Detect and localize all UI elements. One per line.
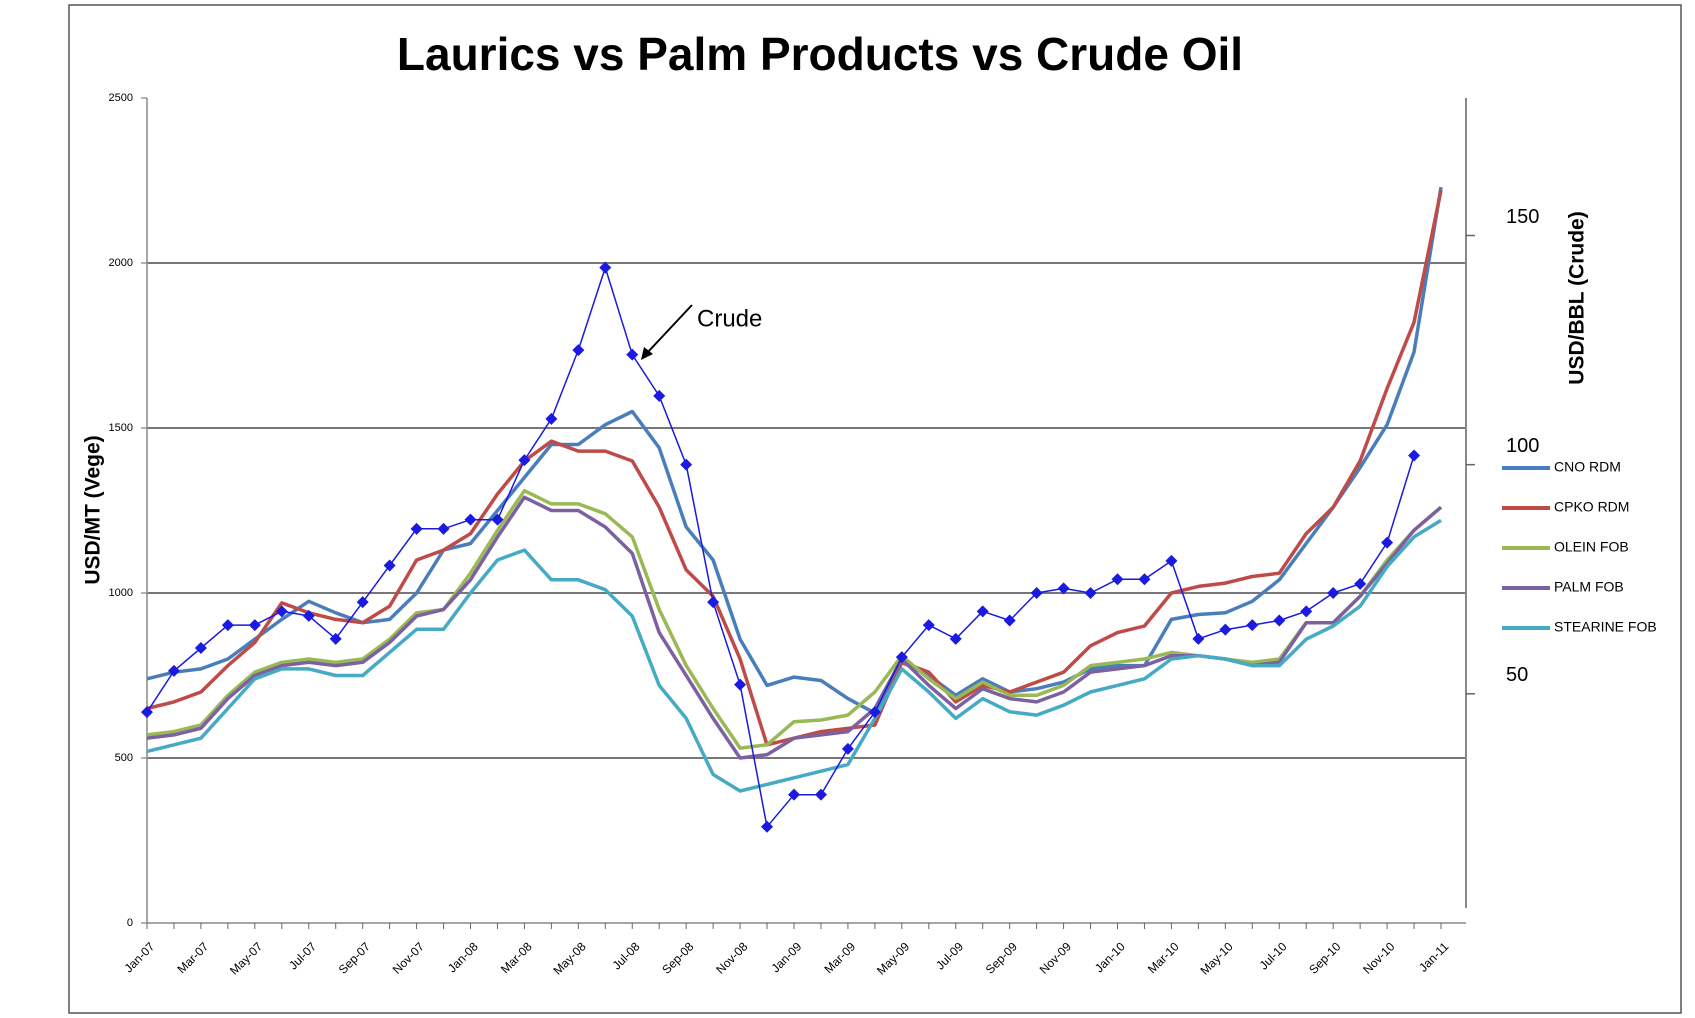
legend-label: OLEIN FOB xyxy=(1554,539,1629,555)
data-point xyxy=(626,348,639,361)
data-point xyxy=(302,609,315,622)
legend-label: STEARINE FOB xyxy=(1554,619,1657,635)
data-point xyxy=(868,706,881,719)
data-point xyxy=(329,632,342,645)
data-point xyxy=(1381,536,1394,549)
data-point xyxy=(1138,573,1151,586)
y-tick-label: 1000 xyxy=(109,587,133,599)
chart-border xyxy=(68,4,1682,1014)
data-point xyxy=(1273,614,1286,627)
data-point xyxy=(383,559,396,572)
data-point xyxy=(356,596,369,609)
data-point xyxy=(1111,573,1124,586)
data-point xyxy=(707,596,720,609)
data-point xyxy=(895,651,908,664)
data-point xyxy=(1003,614,1016,627)
data-point xyxy=(572,344,585,357)
y-axis-label: USD/MT (Vege) xyxy=(82,435,105,584)
data-point xyxy=(518,454,531,467)
data-point xyxy=(1246,619,1259,632)
data-point xyxy=(814,788,827,801)
data-point xyxy=(922,619,935,632)
data-point xyxy=(491,513,504,526)
data-point xyxy=(545,412,558,425)
data-point xyxy=(1408,449,1421,462)
data-point xyxy=(734,678,747,691)
data-point xyxy=(599,261,612,274)
legend-label: CPKO RDM xyxy=(1554,499,1629,515)
data-point xyxy=(437,522,450,535)
data-point xyxy=(1354,577,1367,590)
data-point xyxy=(1084,587,1097,599)
y2-tick-label: 150 xyxy=(1506,206,1539,228)
data-point xyxy=(221,619,234,632)
data-point xyxy=(410,522,423,535)
y2-tick-label: 100 xyxy=(1506,435,1539,457)
y-tick-label: 2500 xyxy=(109,92,133,104)
series-line xyxy=(146,266,1415,828)
chart-title: Laurics vs Palm Products vs Crude Oil xyxy=(397,28,1243,80)
data-point xyxy=(1219,623,1232,636)
y2-tick-label: 50 xyxy=(1506,664,1528,686)
y-tick-label: 2000 xyxy=(109,257,133,269)
data-point xyxy=(949,632,962,645)
data-point xyxy=(194,642,207,654)
data-point xyxy=(1327,587,1340,599)
data-point xyxy=(976,605,989,618)
y-tick-label: 1500 xyxy=(109,422,133,434)
data-point xyxy=(1300,605,1313,618)
data-point xyxy=(841,742,854,755)
data-point xyxy=(167,664,180,677)
data-point xyxy=(680,458,693,471)
data-point xyxy=(248,619,261,632)
legend-label: CNO RDM xyxy=(1554,459,1621,475)
data-point xyxy=(1192,632,1205,645)
annotation: Crude xyxy=(697,305,762,332)
data-point xyxy=(141,706,153,719)
y2-axis-label: USD/BBL (Crude) xyxy=(1566,211,1589,384)
data-point xyxy=(275,605,288,618)
data-point xyxy=(1165,554,1178,567)
data-point xyxy=(464,513,477,526)
data-point xyxy=(761,820,774,833)
series-line xyxy=(146,518,1442,793)
y-tick-label: 0 xyxy=(127,917,133,929)
legend-label: PALM FOB xyxy=(1554,579,1624,595)
data-point xyxy=(788,788,800,801)
annotation-arrowhead xyxy=(641,347,653,360)
data-point xyxy=(653,389,666,402)
annotation-arrow xyxy=(646,304,693,354)
y-tick-label: 500 xyxy=(115,752,133,764)
data-point xyxy=(1057,582,1070,595)
data-point xyxy=(1030,587,1043,599)
